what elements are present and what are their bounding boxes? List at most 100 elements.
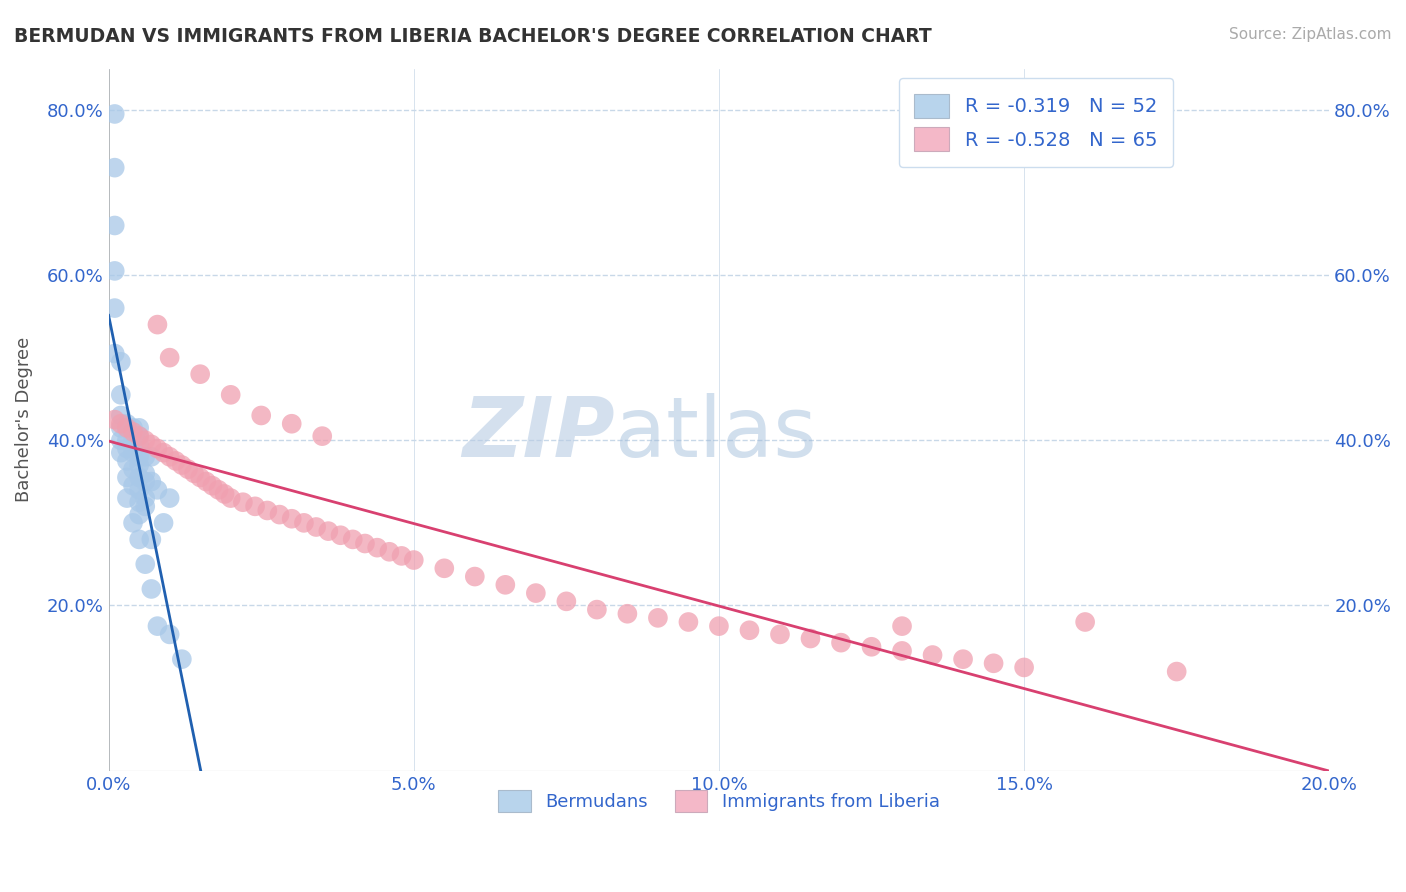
Point (115, 421, 138, 435)
Point (122, 421, 145, 435)
Point (128, 508, 150, 522)
Text: BERMUDAN VS IMMIGRANTS FROM LIBERIA BACHELOR'S DEGREE CORRELATION CHART: BERMUDAN VS IMMIGRANTS FROM LIBERIA BACH… (14, 27, 932, 45)
Point (232, 495, 254, 509)
Point (280, 417, 302, 431)
Point (128, 429, 150, 443)
Point (141, 582, 163, 596)
Point (354, 536, 377, 550)
Point (269, 508, 291, 522)
Point (128, 429, 150, 443)
Point (647, 611, 669, 625)
Point (134, 475, 156, 489)
Point (104, 107, 127, 121)
Point (110, 417, 132, 431)
Point (110, 388, 132, 402)
Point (110, 355, 132, 369)
Point (128, 450, 150, 464)
Point (1012, 660, 1035, 674)
Legend: Bermudans, Immigrants from Liberia: Bermudans, Immigrants from Liberia (485, 778, 952, 825)
Point (110, 445, 132, 459)
Point (280, 512, 302, 526)
Point (122, 445, 145, 459)
Point (555, 594, 578, 608)
Point (183, 467, 205, 481)
Point (122, 429, 145, 443)
Point (1166, 665, 1188, 679)
Point (128, 533, 150, 547)
Point (860, 640, 883, 654)
Point (146, 442, 169, 456)
Point (104, 301, 127, 315)
Point (115, 434, 138, 448)
Text: Source: ZipAtlas.com: Source: ZipAtlas.com (1229, 27, 1392, 42)
Point (159, 351, 181, 365)
Point (128, 495, 150, 509)
Point (152, 445, 174, 459)
Point (318, 524, 340, 538)
Point (952, 652, 974, 666)
Point (159, 450, 181, 464)
Point (146, 619, 169, 633)
Point (128, 421, 150, 435)
Point (134, 500, 156, 514)
Point (201, 478, 224, 492)
Point (494, 578, 516, 592)
Point (616, 607, 638, 621)
Point (799, 632, 821, 646)
Point (122, 516, 145, 530)
Point (402, 553, 425, 567)
Point (188, 470, 211, 484)
Point (342, 533, 364, 547)
Point (250, 409, 273, 423)
Point (983, 657, 1005, 671)
Point (122, 437, 145, 451)
Point (433, 561, 456, 575)
Point (329, 528, 352, 542)
Point (115, 491, 138, 505)
Point (378, 545, 401, 559)
Point (104, 412, 127, 426)
Point (738, 624, 761, 638)
Point (104, 161, 127, 175)
Point (207, 483, 229, 497)
Point (128, 483, 150, 497)
Point (219, 388, 242, 402)
Point (243, 500, 266, 514)
Point (141, 437, 163, 451)
Point (219, 491, 242, 505)
Point (464, 569, 486, 583)
Point (311, 429, 333, 443)
Point (678, 615, 700, 629)
Point (141, 450, 163, 464)
Point (152, 516, 174, 530)
Point (159, 627, 181, 641)
Point (769, 627, 792, 641)
Point (177, 462, 200, 476)
Point (104, 264, 127, 278)
Point (891, 619, 914, 633)
Point (115, 454, 138, 468)
Point (110, 434, 132, 448)
Text: ZIP: ZIP (463, 393, 616, 475)
Point (214, 487, 236, 501)
Point (165, 454, 187, 468)
Point (292, 516, 315, 530)
Point (391, 549, 413, 563)
Text: atlas: atlas (616, 393, 817, 475)
Point (134, 467, 156, 481)
Point (134, 557, 156, 571)
Point (830, 635, 852, 649)
Point (146, 483, 169, 497)
Point (134, 434, 156, 448)
Point (921, 648, 943, 662)
Point (146, 318, 169, 332)
Point (891, 644, 914, 658)
Point (141, 475, 163, 489)
Point (134, 491, 156, 505)
Point (159, 491, 181, 505)
Point (122, 478, 145, 492)
Point (128, 458, 150, 472)
Point (110, 409, 132, 423)
Point (104, 219, 127, 233)
Point (110, 421, 132, 435)
